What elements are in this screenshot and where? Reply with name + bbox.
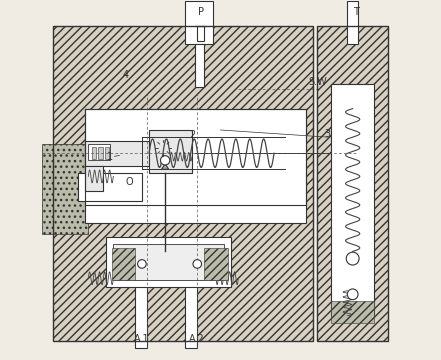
Text: A.2: A.2 bbox=[189, 334, 205, 344]
Bar bbox=[331, 84, 374, 316]
Text: O: O bbox=[126, 177, 133, 187]
Bar bbox=[98, 147, 103, 158]
Bar bbox=[331, 301, 374, 323]
Circle shape bbox=[346, 252, 359, 265]
Text: 1: 1 bbox=[107, 152, 113, 162]
Bar bbox=[197, 26, 205, 41]
Text: A.1: A.1 bbox=[134, 334, 150, 344]
Bar bbox=[52, 26, 314, 341]
Circle shape bbox=[193, 260, 202, 268]
Bar bbox=[52, 26, 314, 341]
Text: T: T bbox=[353, 7, 359, 17]
Bar bbox=[348, 1, 358, 44]
Bar bbox=[195, 44, 205, 87]
Bar bbox=[185, 276, 197, 348]
Bar bbox=[112, 248, 135, 280]
Bar bbox=[317, 26, 389, 341]
Bar bbox=[185, 1, 213, 44]
Bar bbox=[105, 147, 109, 158]
Bar bbox=[85, 109, 306, 223]
Bar bbox=[113, 244, 224, 280]
Circle shape bbox=[161, 156, 170, 165]
Circle shape bbox=[138, 260, 146, 268]
Text: P: P bbox=[198, 7, 204, 17]
Bar bbox=[205, 248, 228, 280]
Bar bbox=[88, 144, 110, 160]
Bar bbox=[106, 237, 231, 287]
Bar bbox=[317, 26, 389, 341]
Text: S.W: S.W bbox=[308, 77, 327, 87]
Text: 2: 2 bbox=[189, 130, 195, 140]
Bar bbox=[149, 130, 192, 173]
Bar bbox=[135, 276, 147, 348]
Polygon shape bbox=[161, 164, 169, 169]
Text: 3: 3 bbox=[325, 129, 331, 139]
Bar bbox=[42, 144, 88, 234]
Text: 4: 4 bbox=[123, 69, 129, 80]
Bar bbox=[85, 141, 149, 166]
Circle shape bbox=[348, 289, 358, 300]
Bar bbox=[92, 147, 96, 158]
Bar bbox=[78, 173, 142, 202]
Bar bbox=[85, 166, 103, 191]
